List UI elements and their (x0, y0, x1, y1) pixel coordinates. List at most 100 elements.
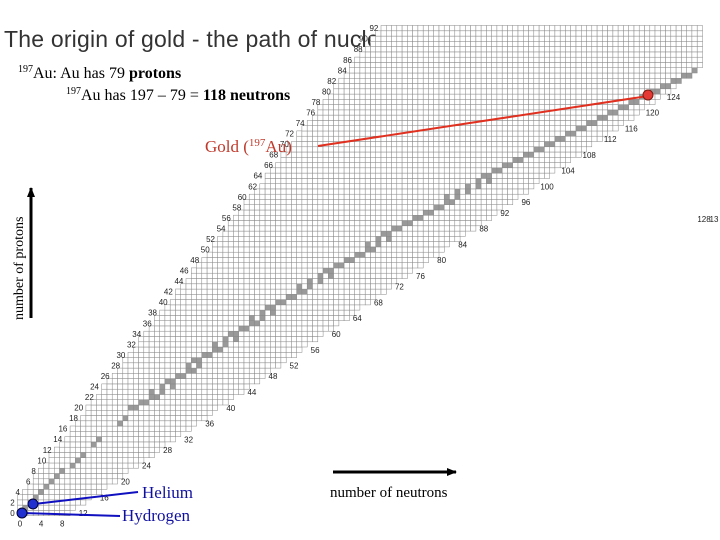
neutron-tick-label: 8 (60, 520, 65, 529)
neutron-tick-label: 28 (163, 446, 172, 455)
proton-tick-label: 0 (10, 509, 15, 518)
proton-tick-label: 52 (206, 235, 215, 244)
proton-tick-label: 28 (111, 361, 120, 370)
proton-tick-label: 34 (132, 330, 141, 339)
neutron-tick-label: 0 (18, 520, 23, 529)
proton-tick-label: 66 (264, 161, 273, 170)
proton-tick-label: 62 (248, 182, 257, 191)
neutron-tick-label: 84 (458, 240, 467, 249)
neutron-tick-label: 112 (604, 135, 617, 144)
proton-tick-label: 82 (327, 77, 336, 86)
proton-tick-label: 32 (127, 340, 136, 349)
proton-tick-label: 56 (222, 214, 231, 223)
protons-note: 197Au: Au has 79 protons (18, 64, 181, 83)
proton-tick-label: 86 (343, 56, 352, 65)
proton-tick-label: 42 (164, 288, 173, 297)
proton-tick-label: 76 (306, 109, 315, 118)
neutron-tick-label: 12 (79, 509, 88, 518)
proton-tick-label: 16 (58, 425, 67, 434)
gold-label-superscript: 197 (248, 137, 266, 149)
proton-tick-label: 46 (180, 267, 189, 276)
neutron-tick-label: 120 (646, 109, 660, 118)
proton-tick-label: 44 (174, 277, 183, 286)
nuclide-cells (17, 25, 703, 516)
neutron-tick-label: 72 (395, 283, 404, 292)
proton-tick-label: 60 (238, 193, 247, 202)
proton-tick-label: 74 (296, 119, 305, 128)
neutrons-axis-label: number of neutrons (330, 485, 448, 501)
neutron-tick-label: 52 (290, 362, 299, 371)
neutron-tick-label: 16 (100, 493, 109, 502)
proton-tick-label: 72 (285, 130, 294, 139)
gold-label: Gold (197Au) (205, 137, 292, 157)
proton-tick-label: 80 (322, 87, 331, 96)
neutron-tick-label: 96 (521, 198, 530, 207)
proton-tick-label: 68 (269, 151, 278, 160)
proton-tick-label: 88 (354, 45, 363, 54)
proton-tick-label: 12 (43, 446, 52, 455)
isotope-mass-superscript-2: 197 (66, 86, 81, 97)
neutron-tick-label: 56 (311, 346, 320, 355)
protons-note-bold: protons (129, 65, 182, 82)
proton-tick-label: 14 (53, 435, 62, 444)
neutron-tick-label: 13 (710, 215, 719, 224)
neutron-tick-label: 48 (269, 372, 278, 381)
hydrogen-pointer-line (21, 512, 121, 517)
gold-pointer-line (317, 95, 649, 147)
neutron-tick-label: 80 (437, 256, 446, 265)
proton-tick-label: 90 (359, 35, 368, 44)
helium-label: Helium (142, 483, 193, 502)
proton-tick-label: 54 (217, 224, 226, 233)
proton-tick-label: 18 (69, 414, 78, 423)
proton-tick-label: 8 (31, 467, 36, 476)
proton-tick-label: 24 (90, 383, 99, 392)
neutron-tick-label: 128 (697, 215, 711, 224)
neutron-tick-label: 76 (416, 272, 425, 281)
gold-marker (642, 89, 654, 101)
neutron-tick-label: 104 (561, 167, 575, 176)
proton-tick-label: 78 (311, 98, 320, 107)
neutron-tick-label: 88 (479, 225, 488, 234)
proton-tick-label: 22 (85, 393, 94, 402)
neutron-tick-label: 40 (226, 404, 235, 413)
isotope-mass-superscript: 197 (18, 64, 33, 75)
gold-label-prefix: Gold ( (205, 137, 249, 156)
proton-tick-label: 2 (10, 499, 15, 508)
neutron-tick-label: 4 (39, 520, 44, 529)
gold-label-suffix: Au) (265, 137, 292, 156)
neutron-tick-label: 116 (625, 125, 638, 134)
proton-tick-label: 58 (232, 203, 241, 212)
neutron-tick-label: 20 (121, 478, 130, 487)
hydrogen-label: Hydrogen (122, 506, 190, 525)
neutron-tick-label: 108 (583, 151, 597, 160)
proton-tick-label: 84 (338, 66, 347, 75)
neutron-tick-label: 124 (667, 93, 681, 102)
protons-note-text: Au: Au has 79 (33, 65, 129, 82)
neutron-tick-label: 100 (540, 182, 554, 191)
proton-tick-label: 20 (74, 404, 83, 413)
proton-tick-label: 30 (116, 351, 125, 360)
neutrons-note-bold: 118 neutrons (202, 87, 291, 104)
neutrons-note: 197Au has 197 – 79 = 118 neutrons (66, 86, 290, 105)
neutron-tick-label: 60 (332, 330, 341, 339)
proton-tick-label: 10 (37, 456, 46, 465)
neutron-tick-label: 64 (353, 314, 362, 323)
axis-ticks: 0246810121416182022242628303234363840424… (10, 24, 719, 529)
proton-tick-label: 4 (16, 488, 21, 497)
annotation-overlay (16, 89, 654, 519)
protons-axis-label: number of protons (12, 216, 27, 320)
proton-tick-label: 92 (369, 24, 378, 33)
hydrogen-marker (16, 507, 28, 519)
proton-tick-label: 6 (26, 477, 31, 486)
proton-tick-label: 70 (280, 140, 289, 149)
helium-pointer-line (33, 491, 139, 505)
neutron-tick-label: 36 (205, 420, 214, 429)
neutron-tick-label: 68 (374, 298, 383, 307)
neutron-tick-label: 44 (247, 388, 256, 397)
neutrons-note-text: Au has 197 – 79 = (81, 87, 203, 104)
helium-marker (27, 498, 39, 510)
proton-tick-label: 50 (201, 246, 210, 255)
proton-tick-label: 26 (101, 372, 110, 381)
proton-tick-label: 48 (190, 256, 199, 265)
